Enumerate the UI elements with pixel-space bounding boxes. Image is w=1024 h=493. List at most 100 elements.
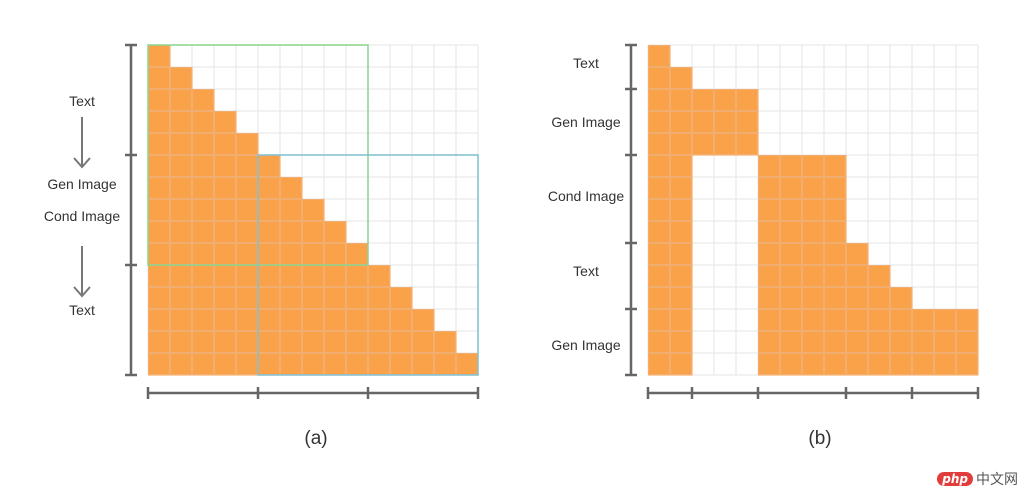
mask-cell: [780, 309, 803, 332]
mask-cell-outline: [670, 111, 692, 133]
mask-cell: [648, 265, 671, 288]
mask-cell-outline: [780, 177, 802, 199]
mask-cell: [868, 309, 891, 332]
mask-cell: [302, 243, 325, 266]
mask-cell: [148, 45, 171, 68]
mask-cell-outline: [890, 353, 912, 375]
mask-cell: [236, 155, 259, 178]
mask-cell: [148, 331, 171, 354]
mask-cell-outline: [670, 199, 692, 221]
mask-cell: [170, 309, 193, 332]
mask-cell-outline: [846, 353, 868, 375]
mask-cell: [780, 221, 803, 244]
mask-cell-outline: [214, 287, 236, 309]
mask-cell-outline: [670, 177, 692, 199]
mask-cell-outline: [170, 111, 192, 133]
mask-cell: [736, 111, 759, 134]
mask-cell: [280, 177, 303, 200]
mask-cell: [148, 177, 171, 200]
mask-cell-outline: [868, 353, 890, 375]
mask-cell-outline: [192, 155, 214, 177]
mask-cell-outline: [346, 287, 368, 309]
mask-cell: [648, 133, 671, 156]
mask-cell-outline: [934, 353, 956, 375]
mask-cell: [170, 155, 193, 178]
mask-cell: [412, 331, 435, 354]
mask-cell-outline: [192, 309, 214, 331]
mask-cell: [214, 133, 237, 156]
mask-cell: [868, 265, 891, 288]
panel-b-label-text-2: Text: [573, 263, 599, 279]
mask-cell: [714, 89, 737, 112]
mask-cell: [802, 265, 825, 288]
mask-cell-outline: [758, 265, 780, 287]
mask-cell: [802, 287, 825, 310]
mask-cell: [192, 331, 215, 354]
mask-cell-outline: [670, 287, 692, 309]
mask-cell: [214, 265, 237, 288]
mask-cell: [758, 243, 781, 266]
mask-cell: [390, 353, 413, 376]
mask-cell-outline: [736, 111, 758, 133]
mask-cell-outline: [192, 111, 214, 133]
panel-b-cell-lines: [648, 45, 978, 375]
mask-cell-outline: [780, 155, 802, 177]
mask-cell: [192, 243, 215, 266]
mask-cell: [912, 331, 935, 354]
mask-cell: [214, 287, 237, 310]
mask-cell: [148, 353, 171, 376]
mask-cell: [236, 243, 259, 266]
mask-cell-outline: [170, 67, 192, 89]
mask-cell: [280, 331, 303, 354]
mask-cell: [390, 309, 413, 332]
mask-cell: [170, 287, 193, 310]
mask-cell: [802, 353, 825, 376]
mask-cell-outline: [846, 287, 868, 309]
mask-cell-outline: [890, 287, 912, 309]
mask-cell: [346, 353, 369, 376]
mask-cell-outline: [670, 221, 692, 243]
mask-cell: [758, 265, 781, 288]
mask-cell: [846, 265, 869, 288]
mask-cell-outline: [912, 309, 934, 331]
mask-cell-outline: [170, 309, 192, 331]
mask-cell-outline: [648, 287, 670, 309]
mask-cell: [192, 287, 215, 310]
mask-cell-outline: [824, 221, 846, 243]
mask-cell: [302, 221, 325, 244]
mask-cell: [280, 287, 303, 310]
mask-cell: [824, 265, 847, 288]
mask-cell: [824, 177, 847, 200]
mask-cell: [648, 45, 671, 68]
mask-cell: [390, 331, 413, 354]
mask-cell: [648, 67, 671, 90]
mask-cell: [692, 133, 715, 156]
mask-cell: [780, 243, 803, 266]
mask-cell-outline: [214, 353, 236, 375]
mask-cell-outline: [670, 309, 692, 331]
mask-cell-outline: [714, 111, 736, 133]
mask-cell: [346, 309, 369, 332]
mask-cell: [780, 265, 803, 288]
mask-cell-outline: [648, 89, 670, 111]
mask-cell-outline: [280, 199, 302, 221]
mask-cell: [434, 353, 457, 376]
mask-cell-outline: [170, 155, 192, 177]
mask-cell: [780, 353, 803, 376]
mask-cell: [214, 353, 237, 376]
mask-cell-outline: [192, 221, 214, 243]
mask-cell: [258, 287, 281, 310]
mask-cell-outline: [412, 309, 434, 331]
mask-cell-outline: [802, 353, 824, 375]
mask-cell: [346, 287, 369, 310]
mask-cell-outline: [170, 221, 192, 243]
mask-cell-outline: [670, 331, 692, 353]
mask-cell: [758, 221, 781, 244]
mask-cell-outline: [236, 133, 258, 155]
mask-cell-outline: [648, 265, 670, 287]
mask-cell: [934, 353, 957, 376]
mask-cell: [214, 309, 237, 332]
mask-cell: [648, 89, 671, 112]
mask-cell-outline: [802, 243, 824, 265]
mask-cell-outline: [802, 287, 824, 309]
